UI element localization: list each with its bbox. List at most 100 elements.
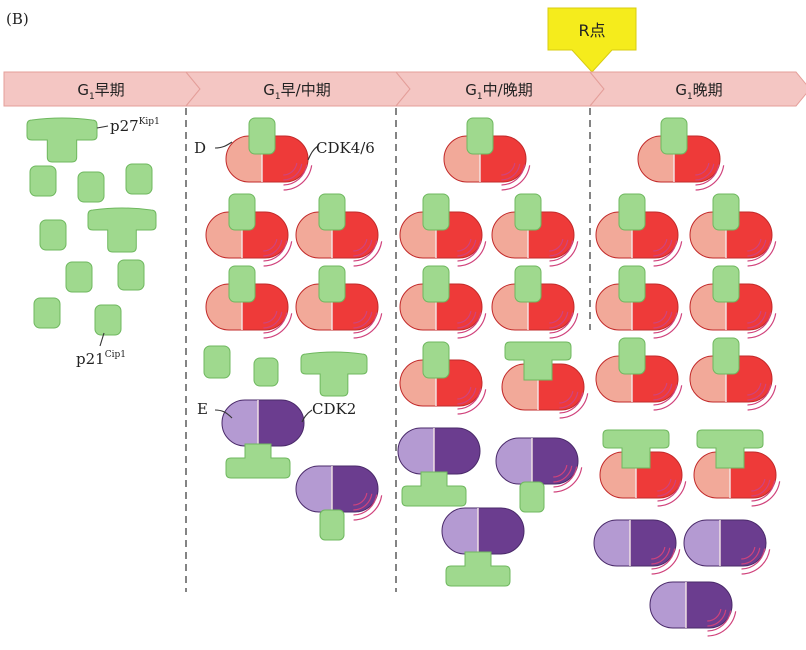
phosphorylation-arcs xyxy=(353,310,383,339)
inhibitor-t-shape xyxy=(401,471,467,507)
cyclinE-cdk2-complex xyxy=(495,437,579,513)
phosphorylation-arcs xyxy=(747,238,777,267)
phosphorylation-arcs xyxy=(707,608,737,637)
inhibitor-monomer xyxy=(514,193,542,231)
cyclinD-cdk46-complex xyxy=(689,193,773,259)
cdk46-label: CDK4/6 xyxy=(316,139,375,157)
cyclinD-cdk46-complex xyxy=(637,117,721,183)
cyclinE-cdk2-complex xyxy=(397,427,481,507)
phosphorylation-arcs xyxy=(695,162,725,191)
annotation-lines xyxy=(96,125,319,423)
inhibitor-t-shape xyxy=(602,429,670,469)
cyclinD-cdk46-complex xyxy=(599,429,683,499)
inhibitor-monomer xyxy=(39,219,67,251)
inhibitor-t-shape xyxy=(696,429,764,469)
inhibitor-t-shape xyxy=(87,207,157,253)
phosphorylation-arcs xyxy=(653,382,683,411)
cyclinD-cdk46-complex xyxy=(491,265,575,331)
inhibitor-monomer xyxy=(712,193,740,231)
cyclinD-cdk46-complex xyxy=(501,341,585,411)
inhibitor-monomer xyxy=(65,261,93,293)
inhibitor-monomer xyxy=(660,117,688,155)
cyclinD-cdk46-complex xyxy=(491,193,575,259)
cyclinD-cdk46-complex xyxy=(595,193,679,259)
phase-label-1: G1早期 xyxy=(77,81,124,102)
r-point-arrow: R点 xyxy=(547,7,637,73)
inhibitor-monomer xyxy=(248,117,276,155)
inhibitor-t-shape xyxy=(445,551,511,587)
phosphorylation-arcs xyxy=(741,546,771,575)
phosphorylation-arcs xyxy=(657,478,687,507)
cyclinD-cdk46-complex xyxy=(595,337,679,403)
molecules xyxy=(26,117,781,637)
cyclinD-cdk46-complex xyxy=(399,265,483,331)
inhibitor-monomer xyxy=(618,193,646,231)
inhibitor-monomer xyxy=(228,193,256,231)
inhibitor-monomer xyxy=(77,171,105,203)
phosphorylation-arcs xyxy=(457,386,487,415)
phase-label-3: G1中/晚期 xyxy=(465,81,532,102)
phosphorylation-arcs xyxy=(751,478,781,507)
inhibitor-monomer xyxy=(319,509,345,541)
inhibitor-monomer xyxy=(618,265,646,303)
phosphorylation-arcs xyxy=(353,492,383,521)
panel-label: (B) xyxy=(6,10,29,28)
cyclinE-cdk2-complex xyxy=(593,519,677,567)
phosphorylation-arcs xyxy=(747,382,777,411)
phosphorylation-arcs xyxy=(559,390,589,419)
phosphorylation-arcs xyxy=(653,310,683,339)
phosphorylation-arcs xyxy=(457,238,487,267)
cyclinD-cdk46-complex xyxy=(205,265,289,331)
phosphorylation-arcs xyxy=(747,310,777,339)
inhibitor-monomer xyxy=(318,193,346,231)
phosphorylation-arcs xyxy=(653,238,683,267)
inhibitor-monomer xyxy=(318,265,346,303)
cdk2-label: CDK2 xyxy=(312,400,356,418)
inhibitor-monomer xyxy=(514,265,542,303)
cyclinE-cdk2-complex xyxy=(649,581,733,629)
inhibitor-monomer xyxy=(253,357,279,387)
phosphorylation-arcs xyxy=(549,310,579,339)
cyclin-e-label: E xyxy=(197,400,208,418)
cyclinD-cdk46-complex xyxy=(689,265,773,331)
phase-label-2: G1早/中期 xyxy=(263,81,330,102)
cyclinD-cdk46-complex xyxy=(399,341,483,407)
inhibitor-t-shape xyxy=(26,117,98,163)
inhibitor-monomer xyxy=(422,265,450,303)
cyclinD-cdk46-complex xyxy=(693,429,777,499)
phosphorylation-arcs xyxy=(353,238,383,267)
inhibitor-monomer xyxy=(422,193,450,231)
phosphorylation-arcs xyxy=(553,464,583,493)
inhibitor-monomer xyxy=(29,165,57,197)
phosphorylation-arcs xyxy=(501,162,531,191)
p27-label: p27Kip1 xyxy=(110,117,160,135)
phosphorylation-arcs xyxy=(283,162,313,191)
cyclinD-cdk46-complex xyxy=(295,193,379,259)
inhibitor-t-shape xyxy=(225,443,291,479)
cyclinE-cdk2-complex xyxy=(441,507,525,587)
inhibitor-monomer xyxy=(466,117,494,155)
phase-dividers xyxy=(185,108,591,592)
cyclinD-cdk46-complex xyxy=(205,193,289,259)
cyclinD-cdk46-complex xyxy=(595,265,679,331)
inhibitor-monomer xyxy=(228,265,256,303)
inhibitor-monomer xyxy=(117,259,145,291)
phase-banner: G1早期 G1早/中期 G1中/晚期 G1晚期 xyxy=(3,71,806,107)
cyclinD-cdk46-complex xyxy=(689,337,773,403)
inhibitor-t-shape xyxy=(300,351,368,397)
inhibitor-monomer xyxy=(618,337,646,375)
inhibitor-monomer xyxy=(712,337,740,375)
r-point-label: R点 xyxy=(578,21,605,40)
inhibitor-monomer xyxy=(422,341,450,379)
inhibitor-monomer xyxy=(712,265,740,303)
cyclinD-cdk46-complex xyxy=(225,117,309,183)
phosphorylation-arcs xyxy=(457,310,487,339)
inhibitor-monomer xyxy=(33,297,61,329)
cyclinD-cdk46-complex xyxy=(399,193,483,259)
inhibitor-monomer xyxy=(94,304,122,336)
cyclinD-cdk46-complex xyxy=(295,265,379,331)
cyclin-d-label: D xyxy=(194,139,206,157)
inhibitor-monomer xyxy=(125,163,153,195)
cyclinE-cdk2-complex xyxy=(683,519,767,567)
